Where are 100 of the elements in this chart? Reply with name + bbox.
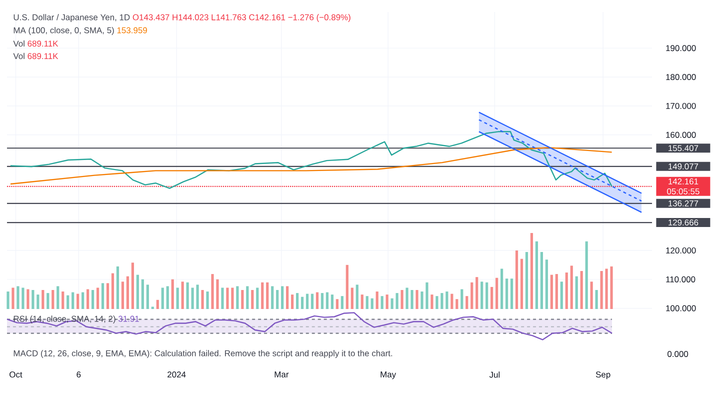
y-tick-label: 170.000 xyxy=(666,102,696,109)
y-tick-label: 120.000 xyxy=(666,247,696,254)
bar xyxy=(370,298,374,309)
bar xyxy=(156,300,159,309)
bar xyxy=(610,266,613,309)
bar xyxy=(316,292,319,309)
bar xyxy=(400,290,404,309)
bar xyxy=(555,274,558,309)
bar xyxy=(206,292,209,309)
bar xyxy=(310,294,314,309)
bar xyxy=(116,266,120,309)
bar xyxy=(346,264,348,309)
text: MACD (12, 26, close, 9, EMA, EMA): Calculation failed. Remove the script and reapply it to the chart. xyxy=(14,350,392,358)
bar xyxy=(540,252,543,309)
bar xyxy=(36,294,40,309)
bar xyxy=(446,292,448,309)
bar xyxy=(306,294,309,309)
bar xyxy=(6,292,10,309)
bar xyxy=(126,276,130,309)
bar xyxy=(146,284,149,309)
annotation: O143.437 H144.023 L141.763 C142.161 −1.276 (−0.89%) xyxy=(132,14,350,22)
bar xyxy=(410,290,414,309)
bar xyxy=(545,260,548,309)
bar xyxy=(300,296,304,309)
bar xyxy=(560,282,563,309)
bar xyxy=(440,293,444,309)
bar xyxy=(101,283,104,309)
x-tick-label: Jul xyxy=(489,372,500,378)
bar xyxy=(111,273,114,309)
bar xyxy=(580,271,583,309)
bar xyxy=(271,286,274,309)
bar xyxy=(330,294,334,309)
bar xyxy=(320,293,324,309)
bar xyxy=(590,282,593,309)
bar xyxy=(211,274,214,309)
bar xyxy=(216,279,219,309)
bar xyxy=(565,272,568,309)
bar xyxy=(266,282,269,309)
bar xyxy=(256,288,259,309)
bar xyxy=(201,290,204,309)
bar xyxy=(121,282,124,309)
bar xyxy=(251,290,254,309)
y-tick-label: 100.000 xyxy=(666,305,696,312)
x-tick-label: May xyxy=(380,372,396,380)
bar xyxy=(530,233,534,309)
bar xyxy=(76,294,80,309)
bar xyxy=(376,292,378,309)
bar xyxy=(495,278,498,309)
bar xyxy=(380,296,384,309)
x-tick-label: 2024 xyxy=(168,372,186,378)
bar xyxy=(500,268,504,309)
bar xyxy=(406,288,408,309)
annotation: 31.91 xyxy=(118,316,139,322)
ref-line-label: 129.666 xyxy=(668,220,698,226)
bar xyxy=(141,279,144,309)
annotation: 689.11K xyxy=(28,53,58,60)
bar xyxy=(386,294,388,309)
annotation: 689.11K xyxy=(28,40,58,47)
bar xyxy=(350,288,354,309)
annotation: MA (100, close, 0, SMA, 5) xyxy=(14,27,114,35)
bar xyxy=(595,290,598,309)
bar xyxy=(605,268,608,309)
x-tick-label: 6 xyxy=(76,372,81,378)
x-tick-label: Mar xyxy=(274,372,289,378)
bar xyxy=(231,288,234,309)
bar xyxy=(246,286,249,309)
bar xyxy=(42,290,44,309)
annotation: Vol xyxy=(13,52,24,60)
bar xyxy=(360,294,364,309)
bar xyxy=(490,286,494,309)
bar xyxy=(476,277,478,309)
bar xyxy=(420,292,424,309)
bar xyxy=(106,283,110,309)
bar xyxy=(416,290,418,309)
bar xyxy=(86,289,90,309)
bar xyxy=(575,276,578,309)
bar xyxy=(296,293,299,309)
bar xyxy=(91,290,94,309)
bar xyxy=(480,282,484,309)
bar xyxy=(450,294,454,309)
bar xyxy=(535,241,538,309)
bar xyxy=(390,298,394,309)
bar xyxy=(176,288,179,309)
bar xyxy=(326,292,329,309)
chart-title: U.S. Dollar / Japanese Yen, 1D xyxy=(14,14,130,22)
bar xyxy=(510,278,514,309)
bar xyxy=(426,282,428,309)
bar xyxy=(226,288,229,309)
bar xyxy=(291,294,294,309)
bar xyxy=(356,284,358,309)
bar xyxy=(161,288,164,309)
bar xyxy=(340,296,344,309)
bar xyxy=(600,271,603,309)
bar xyxy=(186,282,189,309)
bar xyxy=(470,282,474,309)
line-series xyxy=(10,131,612,189)
bar xyxy=(46,293,50,309)
bar xyxy=(505,278,508,309)
bar xyxy=(336,299,338,309)
bar xyxy=(241,290,244,309)
